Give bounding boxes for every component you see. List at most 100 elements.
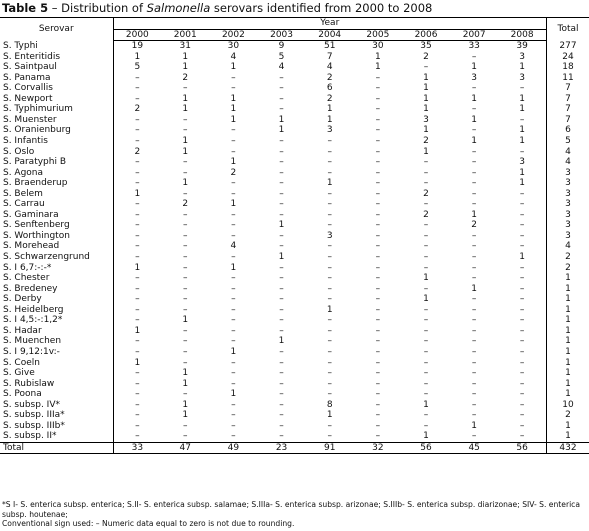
cell: – <box>423 378 429 389</box>
cell: – <box>375 93 381 104</box>
table-label: Table 5 <box>2 1 49 15</box>
cell: 1 <box>230 62 237 73</box>
cell: – <box>519 294 525 305</box>
footnote: *S I- S. enterica subsp. enterica; S.II-… <box>2 500 581 519</box>
cell: 49 <box>209 441 258 455</box>
table-row: S. subsp. II* – – – – – – 1 – – 1 <box>0 431 589 443</box>
cell: – <box>519 230 525 241</box>
cell: – <box>375 125 381 136</box>
cell: – <box>112 93 162 105</box>
cell: 11 <box>546 72 589 84</box>
cell: – <box>279 431 284 442</box>
cell: – <box>327 431 332 442</box>
cell: – <box>112 410 162 421</box>
row-label: S. I 4,5:-:1,2* <box>3 315 63 326</box>
cell: 1 <box>546 273 589 284</box>
cell: – <box>519 241 525 252</box>
year-header: 2008 <box>498 29 547 42</box>
row-label: S. Oranienburg <box>3 125 71 136</box>
cell: – <box>519 368 525 379</box>
cell: – <box>519 420 525 431</box>
cell: – <box>375 178 381 189</box>
cell: 3 <box>519 51 525 62</box>
cell: – <box>231 378 236 389</box>
row-label: S. Braenderup <box>3 178 68 189</box>
cell: – <box>423 241 429 252</box>
cell: – <box>112 220 162 231</box>
cell: – <box>471 125 477 136</box>
row-label: S. subsp. IV* <box>3 399 60 410</box>
cell: 1 <box>423 146 429 157</box>
cell: 32 <box>353 441 402 455</box>
year-header: 2006 <box>401 29 451 42</box>
cell: – <box>375 114 381 125</box>
table-row: S. I 4,5:-:1,2* – 1 – – – – – – – 1 <box>0 315 589 326</box>
cell: – <box>375 336 381 347</box>
cell: 1 <box>546 389 589 400</box>
cell: – <box>375 83 381 94</box>
cell: 1 <box>546 378 589 390</box>
cell: 4 <box>546 146 589 158</box>
table-row: S. subsp. IIIb* – – – – – – – 1 – 1 <box>0 420 589 432</box>
cell: 1 <box>182 410 189 421</box>
cell: – <box>279 399 284 410</box>
cell: – <box>327 262 332 273</box>
row-label: S. Rubislaw <box>3 378 55 389</box>
title-text: serovars identified from 2000 to 2008 <box>210 1 433 15</box>
cell: – <box>423 230 429 241</box>
cell: – <box>182 252 188 263</box>
cell: – <box>112 178 162 189</box>
footnote: Conventional sign used: – Numeric data e… <box>2 519 295 528</box>
cell: 3 <box>546 199 589 210</box>
cell: – <box>231 125 236 136</box>
cell: 2 <box>182 199 189 210</box>
cell: 51 <box>323 41 336 52</box>
cell: 4 <box>326 62 333 73</box>
row-label: S. Gaminara <box>3 209 59 220</box>
table-row: S. Infantis – 1 – – – – 2 1 1 5 <box>0 136 589 147</box>
cell: – <box>519 399 525 410</box>
cell: 9 <box>278 41 285 52</box>
cell: – <box>375 346 381 357</box>
cell: 3 <box>519 157 525 168</box>
cell: 1 <box>182 378 189 389</box>
year-header: 2005 <box>353 29 402 42</box>
cell: – <box>423 283 429 294</box>
cell: 1 <box>374 62 381 73</box>
footnotes: *S I- S. enterica subsp. enterica; S.II-… <box>2 500 587 529</box>
cell: – <box>112 294 162 305</box>
cell: – <box>519 114 525 125</box>
cell: – <box>182 283 188 294</box>
cell: – <box>279 178 284 189</box>
table-row: S. Poona – – 1 – – – – – – 1 <box>0 389 589 400</box>
row-label: S. Saintpaul <box>3 62 57 73</box>
cell: – <box>231 420 236 431</box>
row-label: S. Oslo <box>3 146 35 157</box>
cell: – <box>423 178 429 189</box>
cell: 6 <box>326 83 333 94</box>
cell: – <box>279 283 284 294</box>
cell: 1 <box>230 93 237 104</box>
table-row: S. Typhi 19 31 30 9 51 30 35 33 39 277 <box>0 40 589 52</box>
header-row: Serovar Year Total <box>0 16 589 41</box>
cell: 3 <box>546 178 589 189</box>
cell: 1 <box>546 431 589 443</box>
table-row: S. Agona – – 2 – – – – – 1 3 <box>0 167 589 179</box>
cell: – <box>182 262 188 273</box>
cell: 1 <box>519 104 525 115</box>
table-row: S. I 6,7:-:-* 1 – 1 – – – – – – 2 <box>0 262 589 274</box>
cell: 33 <box>112 441 162 455</box>
cell: – <box>423 420 429 431</box>
cell: – <box>231 188 236 199</box>
cell: – <box>519 357 525 368</box>
cell: – <box>279 315 284 326</box>
cell: 1 <box>112 51 162 63</box>
table-title: Table 5 – Distribution of Salmonella ser… <box>2 1 432 15</box>
cell: – <box>519 315 525 326</box>
row-label: S. Muenchen <box>3 336 62 347</box>
cell: – <box>182 188 188 199</box>
row-label: S. Corvallis <box>3 83 53 94</box>
cell: 1 <box>423 294 429 305</box>
cell: – <box>182 209 188 220</box>
cell: – <box>279 389 284 400</box>
